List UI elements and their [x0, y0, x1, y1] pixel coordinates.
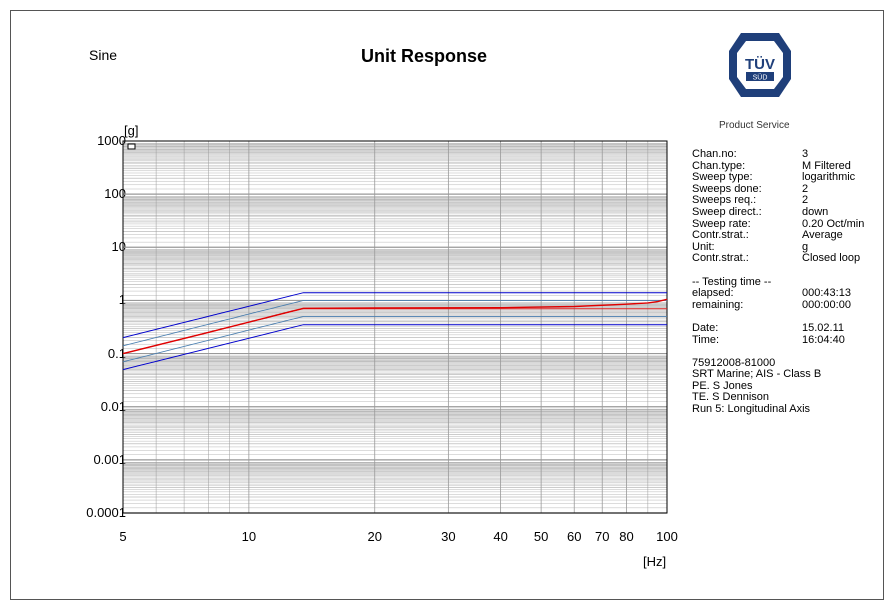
report-frame: Sine Unit Response [g] [Hz] Product Serv… [10, 10, 884, 600]
x-tick-label: 50 [533, 529, 549, 544]
legend-marker [127, 143, 136, 150]
x-axis-label: [Hz] [643, 554, 667, 569]
datetime-row: Time: 16:04:40 [692, 333, 864, 347]
series-abort-lower [122, 324, 667, 371]
y-tick-label: 1000 [97, 133, 126, 148]
info-value: 2 [802, 194, 809, 207]
chart-grid [122, 140, 668, 514]
logo-mark: TÜV [745, 56, 775, 73]
logo-band [746, 72, 774, 81]
x-tick-label: 20 [367, 529, 382, 544]
logo-subtext: SÜD [753, 74, 768, 82]
page-title: Unit Response [360, 46, 488, 66]
note-line: SRT Marine; AIS - Class B [692, 368, 822, 381]
logo-caption: Product Service [719, 120, 790, 131]
info-row: Contr.strat.: Closed loop [692, 253, 864, 265]
note-line: Run 5: Longitudinal Axis [692, 403, 811, 416]
chart-series [122, 292, 668, 371]
info-row: Unit: g [692, 240, 864, 254]
y-tick-label: 0.01 [100, 398, 126, 414]
y-tick-label: 100 [104, 186, 126, 202]
test-info-panel: Chan.no: 3 Chan.type: M Filtered Sweep type:… [692, 148, 865, 416]
info-row: Sweeps done: 2 [692, 182, 864, 196]
info-value: 000:43:13 [802, 287, 851, 300]
y-tick-label: 0.1 [107, 345, 126, 361]
testing-time-header: -- Testing time -- [692, 275, 864, 289]
x-tick-label: 80 [619, 529, 634, 544]
x-tick-label: 60 [567, 529, 582, 544]
info-value: down [802, 205, 829, 218]
y-axis-label: [g] [124, 123, 139, 138]
series-abort-upper [122, 292, 667, 339]
plot-border [122, 140, 668, 514]
note-line: TE. S Dennison [692, 391, 770, 404]
info-row: Sweep rate: 0.20 Oct/min [692, 217, 865, 231]
info-label: Sweep direct.: [692, 205, 762, 218]
series-response [122, 298, 668, 355]
x-tick-label: 5 [119, 529, 127, 544]
x-tick-label: 10 [241, 529, 257, 544]
info-label: remaining: [692, 298, 744, 311]
info-row: Sweep direct.: down [692, 205, 864, 219]
info-row: Chan.no: 3 [692, 148, 864, 161]
info-label: Chan.no: [692, 148, 737, 160]
info-label: Sweep type: [692, 171, 753, 184]
info-label: Date: [692, 321, 719, 334]
x-tick-label: 70 [594, 529, 610, 544]
unit-response-chart: TÜV SÜD [122, 33, 791, 514]
info-row: Chan.type: M Filtered [692, 159, 864, 173]
info-value: 3 [802, 148, 809, 160]
x-tick-label: 100 [656, 529, 678, 544]
tuv-logo: TÜV SÜD [729, 33, 791, 97]
info-row: Sweep type: logarithmic [692, 172, 864, 184]
info-label: Time: [692, 333, 720, 346]
x-tick-label: 40 [493, 529, 508, 544]
info-value: 2 [802, 182, 809, 195]
info-value: Average [802, 229, 843, 242]
y-tick-label: 1 [118, 292, 126, 308]
info-label: Contr.strat.: [692, 229, 749, 242]
note-line: PE. S Jones [692, 379, 753, 392]
note-line: 75912008-81000 [692, 356, 776, 369]
info-label: Contr.strat.: [692, 252, 749, 265]
info-label: Chan.type: [692, 159, 746, 172]
info-value: 0.20 Oct/min [802, 217, 865, 230]
info-value: 15.02.11 [802, 321, 845, 334]
info-label: Sweep rate: [692, 217, 751, 230]
sweep-mode-label: Sine [89, 47, 118, 63]
testing-row: elapsed: 000:43:13 [692, 288, 864, 300]
info-value: g [802, 240, 809, 253]
info-label: Sweeps req.: [692, 194, 757, 207]
info-label: Unit: [692, 240, 715, 253]
series-alarm-upper [122, 299, 667, 347]
y-tick-label: 0.001 [93, 451, 126, 467]
info-value: 000:00:00 [802, 298, 851, 311]
info-value: Closed loop [802, 252, 861, 265]
info-label: Sweeps done: [692, 182, 762, 195]
info-value: 16:04:40 [802, 333, 845, 346]
y-tick-label: 0.0001 [86, 505, 126, 520]
testing-row: remaining: 000:00:00 [692, 298, 864, 312]
datetime-row: Date: 15.02.11 [692, 321, 864, 335]
x-tick-label: 30 [441, 529, 456, 544]
series-alarm-lower [122, 315, 667, 363]
info-label: elapsed: [692, 287, 734, 300]
info-row: Sweeps req.: 2 [692, 195, 864, 207]
y-tick-label: 10 [111, 239, 126, 255]
info-row: Contr.strat.: Average [692, 230, 864, 242]
info-label: -- Testing time -- [692, 275, 772, 288]
info-value: M Filtered [802, 159, 851, 172]
info-value: logarithmic [802, 171, 856, 184]
